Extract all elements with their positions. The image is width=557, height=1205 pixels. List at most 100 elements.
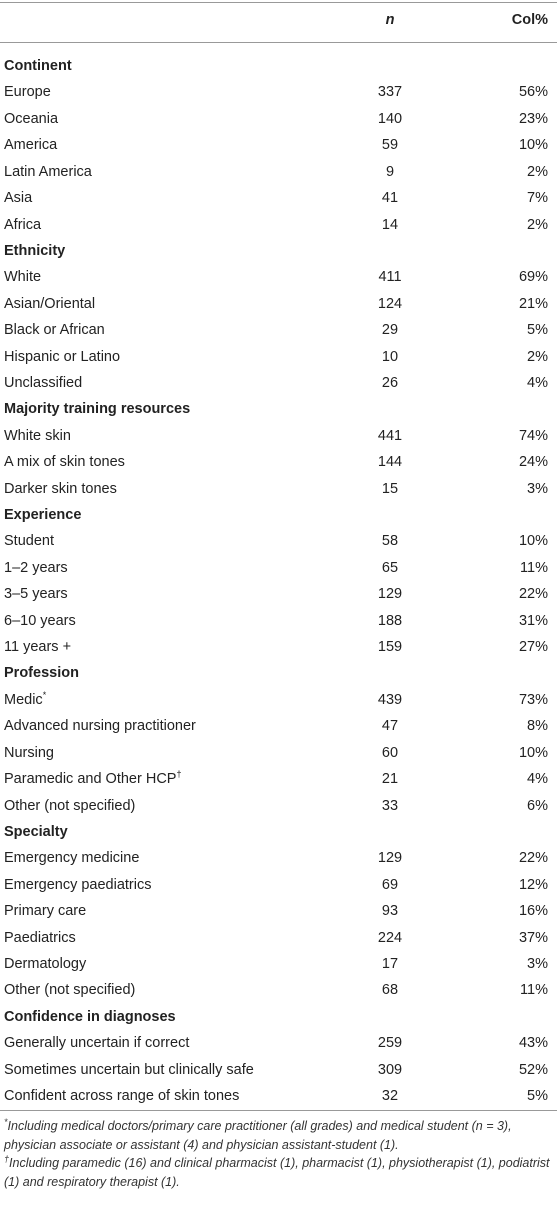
section-title: Ethnicity bbox=[4, 242, 66, 259]
count: 140 bbox=[377, 110, 403, 127]
row-label: Confident across range of skin tones bbox=[4, 1087, 239, 1105]
section-title: Specialty bbox=[4, 823, 68, 840]
row-label: 3–5 years bbox=[4, 585, 68, 603]
label-text: Unclassified bbox=[4, 374, 83, 391]
footnote-text: Including paramedic (16) and clinical ph… bbox=[4, 1156, 550, 1189]
label-text: Confident across range of skin tones bbox=[4, 1088, 240, 1104]
count: 41 bbox=[381, 190, 399, 207]
row-label: Africa bbox=[4, 216, 41, 234]
percent: 5% bbox=[527, 322, 548, 339]
row-label: Primary care bbox=[4, 902, 86, 920]
percent: 24% bbox=[518, 454, 548, 471]
count: 15 bbox=[381, 480, 399, 497]
label-text: Darker skin tones bbox=[4, 480, 117, 497]
footnote-text: Including medical doctors/primary care p… bbox=[4, 1119, 512, 1152]
label-text: Hispanic or Latino bbox=[4, 348, 121, 365]
percent: 3% bbox=[527, 955, 548, 972]
count: 93 bbox=[381, 903, 399, 920]
row-label: Dermatology bbox=[4, 955, 86, 973]
section-title: Profession bbox=[4, 665, 79, 682]
count: 60 bbox=[381, 744, 399, 761]
label-text: Nursing bbox=[4, 744, 54, 761]
label-text: Paediatrics bbox=[4, 929, 76, 946]
count: 441 bbox=[377, 427, 403, 444]
label-text: Sometimes uncertain but clinically safe bbox=[4, 1061, 254, 1078]
row-label: Asia bbox=[4, 189, 32, 207]
label-text: Europe bbox=[4, 84, 51, 101]
row-label: Paramedic and Other HCP† bbox=[4, 770, 181, 788]
percent: 52% bbox=[518, 1061, 548, 1078]
count: 124 bbox=[377, 295, 403, 312]
count: 26 bbox=[381, 374, 399, 391]
percent: 12% bbox=[518, 876, 548, 893]
section-title: Continent bbox=[4, 58, 72, 74]
count: 129 bbox=[377, 586, 403, 603]
label-text: Medic bbox=[4, 691, 43, 708]
count: 259 bbox=[377, 1035, 403, 1052]
count: 47 bbox=[381, 718, 399, 735]
percent: 31% bbox=[518, 612, 548, 629]
percent: 10% bbox=[518, 744, 548, 761]
row-label: Other (not specified) bbox=[4, 797, 135, 815]
count: 29 bbox=[381, 322, 399, 339]
label-text: 3–5 years bbox=[4, 586, 68, 603]
count: 439 bbox=[377, 691, 403, 708]
count: 411 bbox=[378, 269, 402, 286]
percent: 16% bbox=[518, 903, 548, 920]
percent: 11% bbox=[520, 982, 548, 999]
row-label: Latin America bbox=[4, 163, 92, 181]
percent: 43% bbox=[518, 1035, 548, 1052]
row-label: America bbox=[4, 136, 57, 154]
footnotes: *Including medical doctors/primary care … bbox=[4, 1117, 552, 1191]
label-text: Advanced nursing practitioner bbox=[4, 718, 196, 735]
percent: 10% bbox=[518, 533, 548, 550]
row-label: Sometimes uncertain but clinically safe bbox=[4, 1061, 254, 1079]
row-label: Black or African bbox=[4, 321, 105, 339]
label-text: 11 years + bbox=[4, 639, 72, 655]
header-rule bbox=[0, 42, 557, 43]
row-label: Unclassified bbox=[4, 374, 82, 392]
label-text: Other (not specified) bbox=[4, 982, 136, 999]
percent: 37% bbox=[518, 929, 548, 946]
row-label: 11 years + bbox=[4, 638, 71, 656]
bottom-rule bbox=[0, 1110, 557, 1111]
count: 14 bbox=[381, 216, 399, 233]
count: 309 bbox=[377, 1061, 403, 1078]
row-label: White bbox=[4, 268, 41, 286]
label-text: Emergency paediatrics bbox=[4, 876, 152, 893]
label-text: Primary care bbox=[4, 903, 87, 920]
label-text: Africa bbox=[4, 216, 42, 233]
percent: 22% bbox=[518, 850, 548, 867]
footnote-mark: * bbox=[42, 689, 47, 700]
count: 9 bbox=[385, 163, 395, 180]
row-label: A mix of skin tones bbox=[4, 453, 125, 471]
label-text: Dermatology bbox=[4, 955, 87, 972]
row-label: 6–10 years bbox=[4, 612, 76, 630]
percent: 5% bbox=[527, 1088, 548, 1104]
count: 129 bbox=[377, 850, 403, 867]
count: 69 bbox=[381, 876, 399, 893]
label-text: Asia bbox=[4, 190, 33, 207]
count: 188 bbox=[377, 612, 403, 629]
count: 10 bbox=[381, 348, 399, 365]
label-text: Student bbox=[4, 533, 54, 550]
footnote: †Including paramedic (16) and clinical p… bbox=[4, 1154, 552, 1191]
percent: 4% bbox=[527, 374, 548, 391]
row-label: Advanced nursing practitioner bbox=[4, 717, 196, 735]
footnote-mark: † bbox=[4, 1153, 10, 1164]
label-text: White bbox=[4, 269, 42, 286]
footnote-mark: † bbox=[176, 769, 182, 780]
row-label: Other (not specified) bbox=[4, 981, 135, 999]
count: 144 bbox=[377, 454, 403, 471]
count: 59 bbox=[381, 137, 399, 154]
row-label: Generally uncertain if correct bbox=[4, 1034, 189, 1052]
percent: 6% bbox=[527, 797, 548, 814]
label-text: Latin America bbox=[4, 163, 92, 180]
row-label: Asian/Oriental bbox=[4, 295, 95, 313]
row-label: Emergency paediatrics bbox=[4, 876, 152, 894]
percent: 8% bbox=[527, 718, 548, 735]
header-col: Col% bbox=[511, 12, 548, 28]
row-label: Hispanic or Latino bbox=[4, 348, 120, 366]
header-n: n bbox=[385, 12, 395, 28]
row-label: Darker skin tones bbox=[4, 480, 117, 498]
